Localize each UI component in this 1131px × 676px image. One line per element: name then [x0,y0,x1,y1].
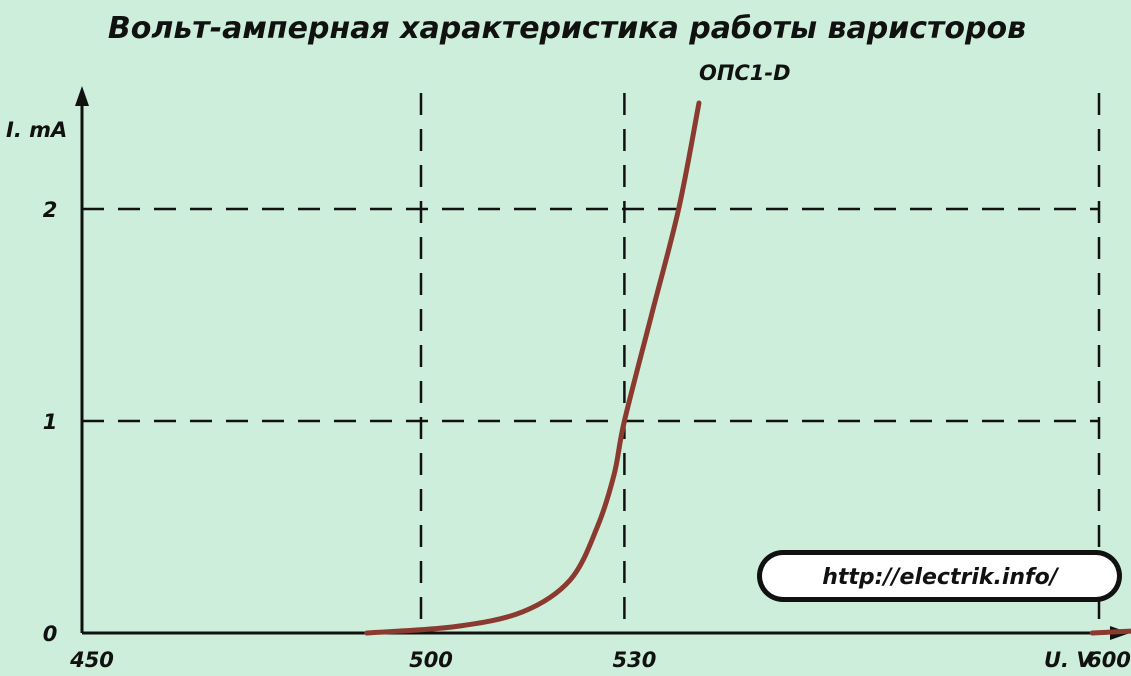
x-tick-label-500: 500 [409,648,453,672]
series-label-ОПС1-D: ОПС1-D [699,61,791,85]
url-badge[interactable]: http://electrik.info/ [757,550,1122,602]
y-tick-label-2: 2 [43,198,58,222]
y-axis-label: I. mA [6,118,67,142]
y-tick-label-0: 0 [43,622,58,646]
y-axis-arrow [75,86,89,106]
url-badge-text[interactable]: http://electrik.info/ [822,565,1060,590]
x-axis-label: U. V [1044,648,1094,672]
series-curve-ОПС1-D [364,100,702,636]
x-tick-label-530: 530 [612,648,656,672]
tick-labels: 450500530600650700012 [43,198,1131,672]
series-curves [364,100,1131,636]
series-labels: ОПС1-DОПС1-CОПС1-B [699,61,791,85]
url-badge-inner [762,555,1117,597]
x-tick-label-450: 450 [69,648,114,672]
y-tick-label-1: 1 [43,410,58,434]
x-tick-label-600: 600 [1087,648,1131,672]
chart-title: Вольт-амперная характеристика работы вар… [108,11,1026,46]
dashed-grid [82,93,1101,633]
